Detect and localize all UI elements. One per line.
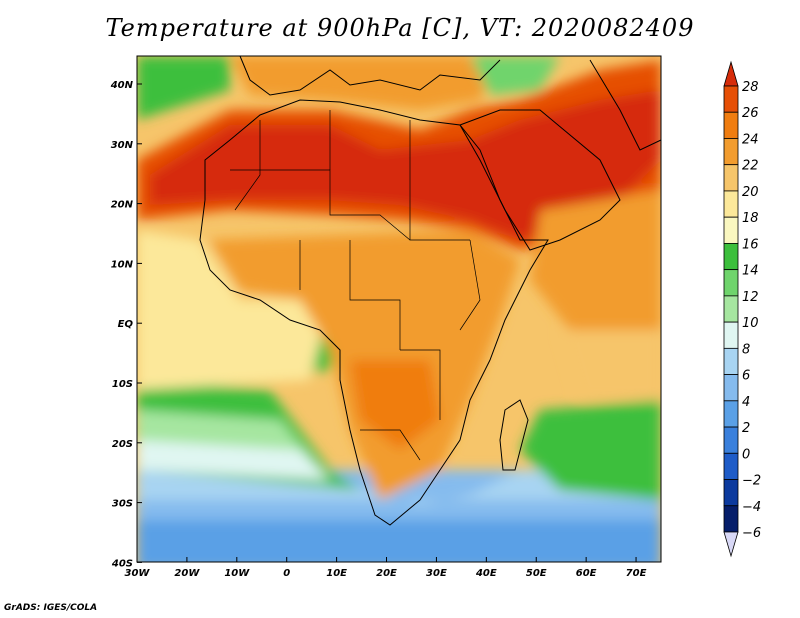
colorbar-swatch <box>723 479 739 507</box>
lat-tick-label: EQ <box>118 319 134 330</box>
lon-tick-label: 10E <box>326 568 347 579</box>
colorbar-label: 24 <box>742 132 759 147</box>
lon-tick-label: 30E <box>426 568 447 579</box>
colorbar-swatch <box>723 295 739 323</box>
colorbar-swatch <box>723 269 739 297</box>
colorbar-swatch <box>723 138 739 166</box>
colorbar-label: 10 <box>742 316 759 331</box>
coastlines <box>199 55 662 526</box>
colorbar-label: 2 <box>742 421 750 436</box>
lon-tick-label: 60E <box>576 568 597 579</box>
lat-tick-label: 20S <box>112 439 133 450</box>
lon-tick-label: 50E <box>526 568 547 579</box>
lon-tick-label: 10W <box>224 568 250 579</box>
lon-tick-label: 20W <box>174 568 200 579</box>
colorbar-swatch <box>723 452 739 480</box>
colorbar-label: 22 <box>742 159 759 174</box>
colorbar-label: 4 <box>742 395 750 410</box>
colorbar-label: 16 <box>742 237 759 252</box>
lat-tick-label: 40N <box>110 80 134 91</box>
colorbar-label: 12 <box>742 290 759 305</box>
lat-tick-label: 40S <box>111 558 133 569</box>
lon-tick-label: 40E <box>475 568 497 579</box>
colorbar-swatch <box>723 374 739 402</box>
credit-text: GrADS: IGES/COLA <box>4 603 98 613</box>
colorbar-label: 20 <box>742 185 759 200</box>
lat-tick-label: 10S <box>112 379 133 390</box>
colorbar-swatch <box>723 216 739 244</box>
colorbar-swatch <box>723 505 739 533</box>
colorbar-swatch <box>723 243 739 271</box>
colorbar-label: 0 <box>742 447 750 462</box>
colorbar-top-arrow <box>723 60 739 87</box>
country-borders <box>230 110 481 461</box>
lat-tick-label: 10N <box>111 259 134 270</box>
colorbar-bottom-arrow <box>723 531 739 558</box>
lat-tick-label: 30N <box>111 140 134 151</box>
lon-tick-label: 30W <box>125 568 151 579</box>
colorbar-swatch <box>723 85 739 113</box>
colorbar-swatch <box>723 400 739 428</box>
colorbar-swatch <box>723 190 739 218</box>
lon-tick-label: 20E <box>376 568 397 579</box>
lon-tick-label: 0 <box>283 568 290 579</box>
colorbar-label: −2 <box>742 474 761 489</box>
colorbar-label: 14 <box>742 264 759 279</box>
colorbar-label: 8 <box>742 342 750 357</box>
lon-tick-label: 70E <box>626 568 647 579</box>
colorbar-swatch <box>723 347 739 375</box>
colorbar-label: 28 <box>742 80 759 95</box>
colorbar-swatch <box>723 321 739 349</box>
colorbar-label: −4 <box>742 500 761 515</box>
chart-title: Temperature at 900hPa [C], VT: 202008240… <box>105 14 695 42</box>
colorbar-swatch <box>723 111 739 139</box>
colorbar-swatch <box>723 164 739 192</box>
map-frame <box>136 55 662 563</box>
temperature-field <box>137 56 661 562</box>
colorbar-swatch <box>723 426 739 454</box>
colorbar-label: 6 <box>742 369 750 384</box>
lat-tick-label: 30S <box>112 499 133 510</box>
colorbar-label: 26 <box>742 106 759 121</box>
colorbar-label: 18 <box>742 211 759 226</box>
lat-tick-label: 20N <box>111 200 134 211</box>
colorbar-label: −6 <box>742 526 761 541</box>
